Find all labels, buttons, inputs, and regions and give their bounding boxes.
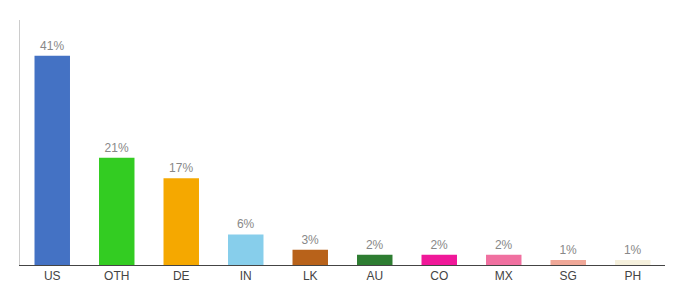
svg-text:LK: LK: [303, 269, 318, 283]
svg-text:17%: 17%: [169, 161, 193, 175]
svg-text:2%: 2%: [495, 238, 513, 252]
svg-text:OTH: OTH: [104, 269, 129, 283]
svg-text:US: US: [44, 269, 61, 283]
svg-text:2%: 2%: [366, 238, 384, 252]
svg-text:21%: 21%: [105, 141, 129, 155]
svg-text:1%: 1%: [624, 243, 642, 257]
svg-text:AU: AU: [366, 269, 383, 283]
svg-text:IN: IN: [240, 269, 252, 283]
svg-text:MX: MX: [495, 269, 513, 283]
svg-text:2%: 2%: [430, 238, 448, 252]
svg-text:SG: SG: [560, 269, 577, 283]
svg-text:41%: 41%: [40, 39, 64, 53]
svg-text:CO: CO: [430, 269, 448, 283]
svg-text:6%: 6%: [237, 217, 255, 231]
svg-text:PH: PH: [624, 269, 641, 283]
svg-text:3%: 3%: [301, 233, 319, 247]
svg-text:DE: DE: [173, 269, 190, 283]
svg-text:1%: 1%: [559, 243, 577, 257]
